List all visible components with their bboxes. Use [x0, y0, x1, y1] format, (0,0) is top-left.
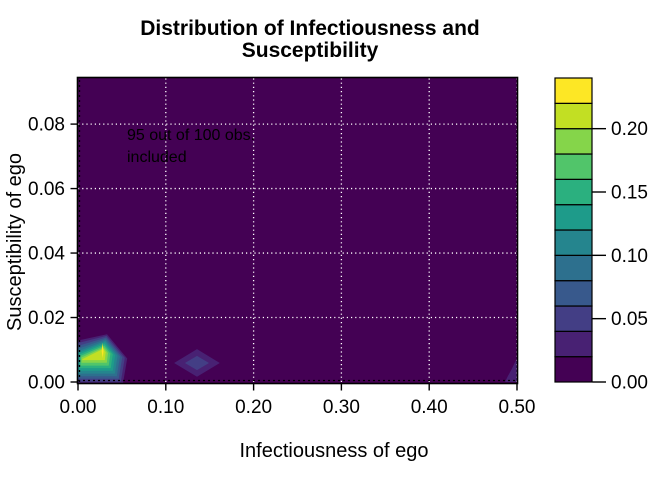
legend-color-block [554, 356, 593, 383]
plot-border [76, 76, 519, 385]
contour-polygon [82, 348, 106, 361]
legend-color-block [554, 280, 593, 307]
x-tick-label: 0.20 [235, 397, 272, 418]
y-tick-label: 0.00 [28, 373, 65, 394]
contour-polygon [505, 358, 517, 382]
x-tick-label: 0.40 [411, 397, 448, 418]
legend-color-block [554, 330, 593, 358]
x-tick-label: 0.00 [60, 397, 97, 418]
x-tick-label: 0.50 [499, 397, 536, 418]
x-tick-label: 0.10 [147, 397, 184, 418]
plot-background [78, 78, 517, 383]
legend-color-block [554, 128, 593, 155]
y-tick-label: 0.04 [28, 244, 65, 265]
chart-title-line1: Distribution of Infectiousness and [140, 17, 480, 40]
legend-color-block [554, 204, 593, 231]
legend-color-block [554, 229, 593, 256]
legend-tick-label: 0.10 [611, 246, 648, 267]
legend-color-block [554, 305, 593, 332]
y-tick-label: 0.08 [28, 115, 65, 136]
contour-polygon [101, 342, 104, 359]
obs-annotation-line2: included [127, 149, 187, 166]
color-key: 0.00 0.05 0.10 0.15 0.20 [554, 77, 648, 394]
legend-color-block [554, 254, 593, 282]
contour-fills [78, 78, 517, 383]
legend-color-block [554, 153, 593, 180]
y-tick-label: 0.02 [28, 308, 65, 329]
x-tick-label: 0.30 [323, 397, 360, 418]
legend-color-block [554, 178, 593, 206]
obs-annotation-line1: 95 out of 100 obs. [127, 127, 255, 144]
y-axis-title: Susceptibility of ego [4, 153, 26, 331]
legend-tick-label: 0.05 [611, 309, 648, 330]
y-axis: 0.00 0.02 0.04 0.06 0.08 [28, 115, 78, 394]
y-tick-label: 0.06 [28, 179, 65, 200]
legend-color-block [554, 77, 593, 104]
x-axis-title: Infectiousness of ego [239, 440, 428, 462]
x-axis: 0.00 0.10 0.20 0.30 0.40 0.50 [60, 383, 536, 418]
chart-title-line2: Susceptibility [242, 39, 379, 62]
legend-color-block [554, 102, 593, 130]
contour-polygon [184, 355, 209, 371]
gridlines [78, 78, 517, 382]
legend-tick-label: 0.15 [611, 183, 648, 204]
legend-tick-label: 0.00 [611, 373, 648, 394]
legend-tick-label: 0.20 [611, 119, 648, 140]
obs-annotation: 95 out of 100 obs. included [127, 127, 255, 166]
